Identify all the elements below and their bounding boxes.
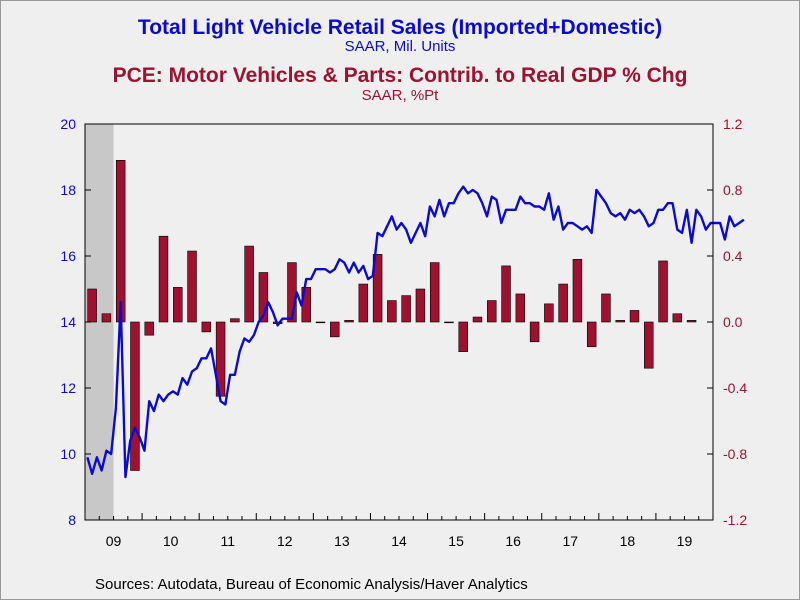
x-axis-tick-label: 11 <box>220 533 235 549</box>
pce-contribution-bar <box>315 321 326 324</box>
source-note: Sources: Autodata, Bureau of Economic An… <box>95 576 528 593</box>
left-axis-tick-label: 16 <box>60 248 76 264</box>
pce-contribution-bar <box>230 318 240 323</box>
pce-contribution-bar <box>401 295 411 323</box>
x-axis-tick-label: 18 <box>620 533 636 549</box>
left-axis-tick-label: 10 <box>60 446 76 462</box>
pce-contribution-bar <box>201 321 212 333</box>
pce-contribution-bar <box>444 321 454 324</box>
pce-contribution-bar <box>330 321 340 338</box>
pce-contribution-bar <box>515 293 526 323</box>
x-axis-tick-label: 14 <box>391 533 407 549</box>
pce-contribution-bar <box>586 321 597 348</box>
pce-contribution-bar <box>358 283 369 323</box>
pce-contribution-bar <box>115 160 126 323</box>
pce-contribution-bar <box>144 321 154 336</box>
pce-contribution-bar <box>415 288 426 323</box>
pce-contribution-bar <box>558 283 568 323</box>
pce-contribution-bar <box>644 321 654 369</box>
pce-contribution-bar <box>187 250 197 323</box>
left-axis-tick-label: 14 <box>60 314 76 330</box>
pce-contribution-bar <box>372 254 383 323</box>
left-axis-tick-label: 12 <box>60 380 76 396</box>
x-axis-tick-label: 10 <box>163 533 179 549</box>
vehicle-sales-line <box>86 185 745 479</box>
right-axis-tick-label: -0.8 <box>723 446 747 462</box>
x-axis-tick-label: 16 <box>505 533 521 549</box>
pce-contribution-bar <box>158 235 169 323</box>
pce-contribution-bar <box>601 293 611 323</box>
pce-contribution-bar <box>344 320 354 323</box>
pce-contribution-bar <box>258 272 269 323</box>
pce-contribution-bar <box>572 258 583 323</box>
left-axis-tick-label: 8 <box>68 512 76 528</box>
second-series-subtitle: SAAR, %Pt <box>361 87 439 104</box>
pce-contribution-bar <box>429 262 440 323</box>
pce-contribution-bar <box>244 245 254 323</box>
pce-contribution-bar <box>629 310 640 323</box>
pce-contribution-bar <box>387 300 397 323</box>
right-axis-tick-label: 0.0 <box>723 314 743 330</box>
right-axis-tick-label: -0.4 <box>723 380 747 396</box>
pce-contribution-bar <box>173 287 183 323</box>
x-axis-tick-label: 12 <box>277 533 293 549</box>
right-axis-tick-label: 0.4 <box>723 248 743 264</box>
x-axis-tick-label: 17 <box>562 533 578 549</box>
right-axis-tick-label: 1.2 <box>723 116 743 132</box>
pce-contribution-bar <box>472 316 483 323</box>
x-axis-tick-label: 19 <box>677 533 693 549</box>
left-axis-tick-label: 18 <box>60 182 76 198</box>
pce-contribution-bar <box>672 313 683 323</box>
right-axis-tick-label: -1.2 <box>723 512 747 528</box>
pce-contribution-bar <box>686 320 697 323</box>
x-axis-tick-label: 09 <box>106 533 122 549</box>
pce-contribution-bar <box>130 321 140 471</box>
x-axis-tick-label: 15 <box>448 533 464 549</box>
pce-contribution-bar <box>501 265 511 323</box>
pce-contribution-bar <box>544 303 554 323</box>
pce-contribution-bar <box>615 320 625 323</box>
pce-contribution-bar <box>458 321 468 353</box>
second-series-title: PCE: Motor Vehicles & Parts: Contrib. to… <box>112 64 688 87</box>
chart-title: Total Light Vehicle Retail Sales (Import… <box>137 16 663 39</box>
pce-contribution-bar <box>101 313 112 323</box>
right-axis-tick-label: 0.8 <box>723 182 743 198</box>
pce-contribution-bar <box>658 260 668 323</box>
chart-subtitle: SAAR, Mil. Units <box>344 38 456 55</box>
pce-contribution-bar <box>529 321 540 343</box>
pce-contribution-bar <box>487 300 497 323</box>
left-axis-tick-label: 20 <box>60 116 76 132</box>
x-axis-tick-label: 13 <box>334 533 350 549</box>
pce-contribution-bar <box>87 288 97 323</box>
